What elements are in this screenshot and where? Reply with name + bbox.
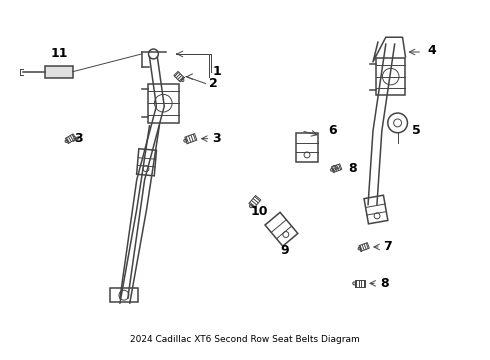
Text: 3: 3 bbox=[74, 132, 83, 145]
Text: 4: 4 bbox=[427, 44, 436, 57]
Text: 11: 11 bbox=[50, 47, 68, 60]
Text: 8: 8 bbox=[380, 277, 389, 290]
Text: 7: 7 bbox=[383, 240, 392, 253]
Circle shape bbox=[249, 204, 253, 208]
Text: 10: 10 bbox=[251, 205, 269, 218]
Circle shape bbox=[184, 139, 187, 142]
Text: 2024 Cadillac XT6 Second Row Seat Belts Diagram: 2024 Cadillac XT6 Second Row Seat Belts … bbox=[130, 335, 360, 344]
Text: 9: 9 bbox=[280, 244, 289, 257]
Circle shape bbox=[65, 140, 68, 143]
Text: 3: 3 bbox=[213, 132, 221, 145]
Circle shape bbox=[181, 79, 184, 81]
Circle shape bbox=[358, 247, 361, 250]
Text: 1: 1 bbox=[213, 65, 221, 78]
Text: 2: 2 bbox=[209, 77, 218, 90]
Text: 6: 6 bbox=[329, 124, 337, 137]
Circle shape bbox=[331, 168, 333, 171]
Text: 8: 8 bbox=[348, 162, 357, 175]
Polygon shape bbox=[45, 66, 73, 78]
Text: 5: 5 bbox=[413, 124, 421, 137]
Circle shape bbox=[353, 282, 356, 285]
